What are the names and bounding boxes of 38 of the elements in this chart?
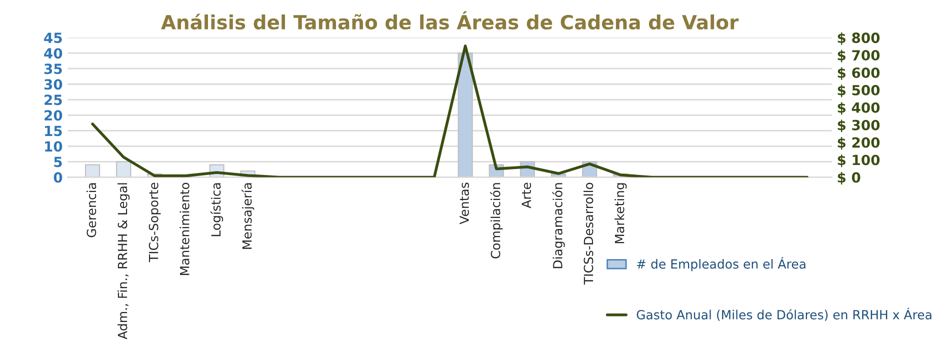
x-tick-label: TICSs-Desarrollo [584, 182, 594, 285]
x-tick-label: Ventas [460, 182, 469, 224]
x-tick-label: Mensajería [242, 183, 254, 249]
y-tick-label: 10 [45, 141, 62, 152]
x-tick-label: Adm., Fin., RRHH & Legal [118, 183, 130, 340]
legend-label: # de Empleados en el Área [637, 256, 806, 272]
y2-tick-label: $ 700 [838, 50, 880, 62]
y2-tick-label: $ 0 [838, 172, 860, 185]
legend-label: Gasto Anual (Miles de Dólares) en RRHH x Área [636, 308, 932, 321]
y-tick-label: 40 [44, 48, 62, 59]
y-tick-label: 30 [44, 79, 62, 90]
y2-tick-label: $ 100 [838, 154, 880, 168]
x-tick-label: TICs-Soporte [148, 182, 161, 262]
x-tick-label: Diagramación [552, 183, 565, 268]
y2-tick-label: $ 300 [838, 120, 880, 132]
y2-tick-label: $ 800 [838, 32, 880, 45]
x-tick-label: Compilación [490, 183, 503, 258]
y-tick-label: 0 [54, 172, 62, 183]
y-tick-label: 20 [44, 110, 62, 121]
y-tick-label: 35 [44, 64, 62, 74]
x-tick-label: Mantenimiento [180, 182, 190, 276]
x-tick-label: Logística [210, 183, 224, 236]
chart-title: Análisis del Tamaño de las Áreas de Cadena de Valor [161, 11, 739, 30]
y-tick-label: 45 [44, 32, 62, 44]
y-tick-label: 25 [44, 94, 62, 106]
y-tick-label: 15 [45, 126, 62, 136]
x-tick-label: Arte [522, 182, 532, 208]
y2-tick-label: $ 400 [838, 102, 880, 115]
x-tick-label: Marketing [614, 183, 627, 244]
bar [458, 52, 473, 178]
bar [84, 164, 100, 178]
y2-tick-label: $ 600 [838, 67, 880, 80]
bar [116, 161, 132, 178]
y2-tick-label: $ 200 [838, 137, 880, 150]
line-series [91, 44, 808, 178]
x-tick-label: Gerencia [86, 183, 96, 238]
y-tick-label: 5 [54, 156, 62, 168]
y2-tick-label: $ 500 [838, 84, 880, 98]
